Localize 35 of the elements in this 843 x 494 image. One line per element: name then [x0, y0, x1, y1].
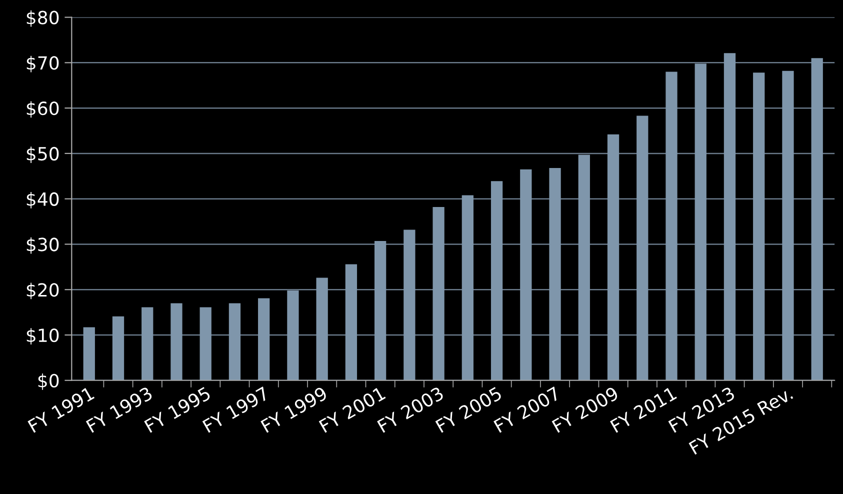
bar [432, 207, 444, 380]
bar [258, 298, 270, 380]
y-tick-label: $40 [26, 192, 59, 208]
bar [374, 241, 386, 380]
bar [607, 134, 620, 380]
y-tick-label: $50 [26, 146, 59, 163]
bar [490, 181, 503, 380]
bar [666, 72, 678, 380]
bar [287, 290, 299, 380]
bar [462, 195, 474, 380]
bar [694, 64, 706, 380]
bar [228, 303, 241, 380]
y-tick-label: $0 [38, 374, 59, 390]
y-tick-label: $30 [26, 237, 59, 254]
bar [636, 116, 648, 380]
bar [578, 154, 590, 380]
bar [520, 169, 532, 380]
y-tick-label: $10 [26, 328, 59, 345]
bar [404, 230, 416, 380]
bar [170, 303, 182, 380]
y-tick-label: $80 [26, 10, 59, 27]
bar [345, 264, 358, 380]
bar [782, 70, 794, 380]
bar [811, 58, 823, 380]
y-tick-label: $70 [26, 56, 59, 72]
bar [316, 278, 328, 380]
bar [83, 327, 95, 380]
y-tick-label: $60 [26, 101, 59, 118]
bar [200, 307, 212, 380]
bar [724, 53, 736, 380]
bar [142, 307, 154, 380]
bar [549, 168, 561, 380]
y-tick-label: $20 [26, 282, 59, 300]
bar [753, 72, 765, 380]
bar [112, 316, 124, 380]
